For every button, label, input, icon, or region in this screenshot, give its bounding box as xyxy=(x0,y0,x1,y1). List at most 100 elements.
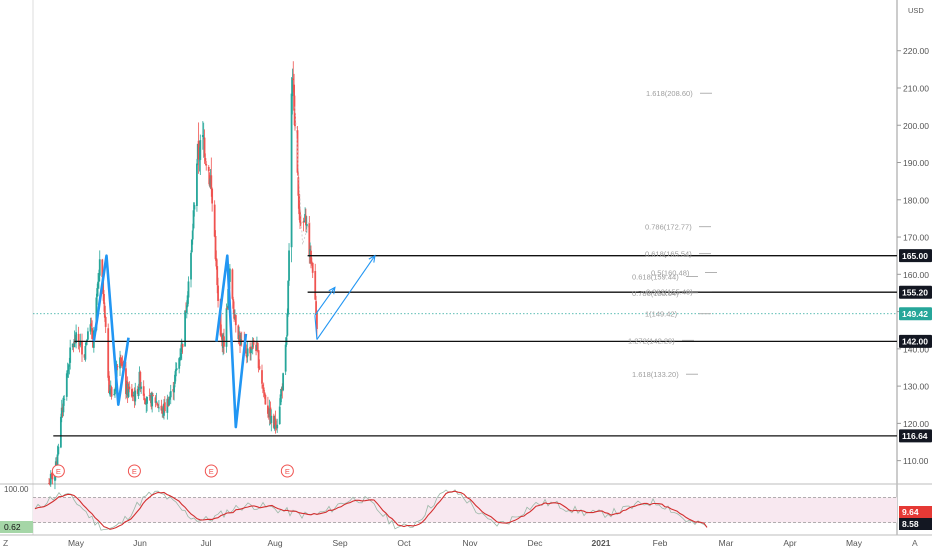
candle-body xyxy=(305,223,308,227)
x-tick-label: Aug xyxy=(267,538,282,548)
candle-body xyxy=(187,281,190,298)
earnings-marker-label: E xyxy=(285,467,290,476)
candle-body xyxy=(49,473,52,485)
candle-body xyxy=(51,472,54,480)
candle-body xyxy=(174,369,177,377)
candle-body xyxy=(197,140,200,160)
candle-body xyxy=(151,392,154,407)
oscillator-signal-line xyxy=(34,490,708,530)
candle-body xyxy=(267,405,269,414)
candle-body xyxy=(152,395,154,396)
candle-body xyxy=(291,78,294,97)
candle-body xyxy=(191,230,194,240)
candle-body xyxy=(179,353,182,359)
candle-body xyxy=(97,281,99,289)
corner-label-right: A xyxy=(912,538,918,548)
candle-body xyxy=(263,392,266,396)
candle-body xyxy=(258,366,261,370)
candle-body xyxy=(98,259,101,276)
candle-body xyxy=(292,78,295,81)
fib-label: 0.5(160.48) xyxy=(651,269,690,278)
candle-body xyxy=(116,366,119,367)
candle-body xyxy=(250,348,252,354)
fib-label: 1.272(142.29) xyxy=(628,336,675,345)
candle-body xyxy=(134,390,137,402)
fib-label: 0.618(159.44) xyxy=(632,272,679,281)
candle-body xyxy=(198,160,201,162)
candle-body xyxy=(207,166,210,172)
candle-body xyxy=(110,387,113,397)
candle-body xyxy=(228,268,231,282)
candle-body xyxy=(216,266,219,286)
candle-body xyxy=(287,280,290,315)
candle-body xyxy=(237,325,240,340)
candle-body xyxy=(316,312,318,330)
candle-body xyxy=(210,175,213,190)
candle-body xyxy=(140,386,143,389)
candle-body xyxy=(181,343,184,348)
candle-body xyxy=(132,395,135,396)
oscillator-value-text: 9.64 xyxy=(902,507,919,517)
oscillator-left-value: 0.62 xyxy=(4,522,21,532)
candle-body xyxy=(104,317,107,327)
candle-body xyxy=(246,348,249,357)
candle-body xyxy=(67,365,70,372)
candle-body xyxy=(96,288,99,297)
y-tick-label: 190.00 xyxy=(903,158,929,168)
fib-connector xyxy=(294,106,310,245)
y-tick-label: 120.00 xyxy=(903,419,929,429)
x-tick-label: Jul xyxy=(201,538,212,548)
candle-body xyxy=(252,340,255,345)
candle-body xyxy=(225,308,228,347)
candle-body xyxy=(77,333,80,342)
candle-body xyxy=(232,299,235,309)
candle-body xyxy=(299,211,301,223)
candle-body xyxy=(262,387,265,392)
candle-body xyxy=(286,313,289,336)
candle-body xyxy=(217,285,219,301)
candle-body xyxy=(114,389,116,395)
projection-arrow xyxy=(314,315,318,340)
candle-body xyxy=(270,415,273,424)
candle-body xyxy=(154,397,157,403)
candle-body xyxy=(90,323,93,327)
candle-body xyxy=(234,315,237,326)
projection-arrow xyxy=(314,287,336,316)
candle-body xyxy=(190,239,193,252)
candle-body xyxy=(298,194,301,215)
candle-body xyxy=(158,407,160,409)
candle-body xyxy=(220,333,223,338)
candle-body xyxy=(168,396,171,400)
x-tick-label: Apr xyxy=(783,538,796,548)
fib-label: 1.618(133.20) xyxy=(632,370,679,379)
corner-label-left: Z xyxy=(3,538,8,548)
candle-body xyxy=(233,309,236,319)
oscillator-left-value-box xyxy=(0,521,33,533)
oscillator-value-text: 8.58 xyxy=(902,519,919,529)
candle-body xyxy=(168,399,170,406)
x-tick-label: Dec xyxy=(527,538,543,548)
candle-body xyxy=(215,258,218,267)
candle-body xyxy=(146,396,148,404)
price-label-text: 116.64 xyxy=(902,431,928,441)
candle-body xyxy=(199,140,202,160)
x-tick-label: May xyxy=(68,538,85,548)
candle-body xyxy=(173,385,176,393)
candle-body xyxy=(119,357,122,364)
candle-body xyxy=(269,407,272,424)
candle-body xyxy=(66,370,69,374)
candle-body xyxy=(288,250,290,281)
candle-body xyxy=(178,358,181,369)
candle-body xyxy=(75,332,77,344)
candle-body xyxy=(108,390,111,395)
candle-body xyxy=(98,275,100,282)
candle-body xyxy=(280,388,283,397)
earnings-marker-label: E xyxy=(56,467,61,476)
candle-body xyxy=(250,347,253,349)
candles xyxy=(48,61,318,490)
candle-body xyxy=(143,398,146,401)
candle-body xyxy=(240,340,243,341)
candle-body xyxy=(63,398,66,400)
